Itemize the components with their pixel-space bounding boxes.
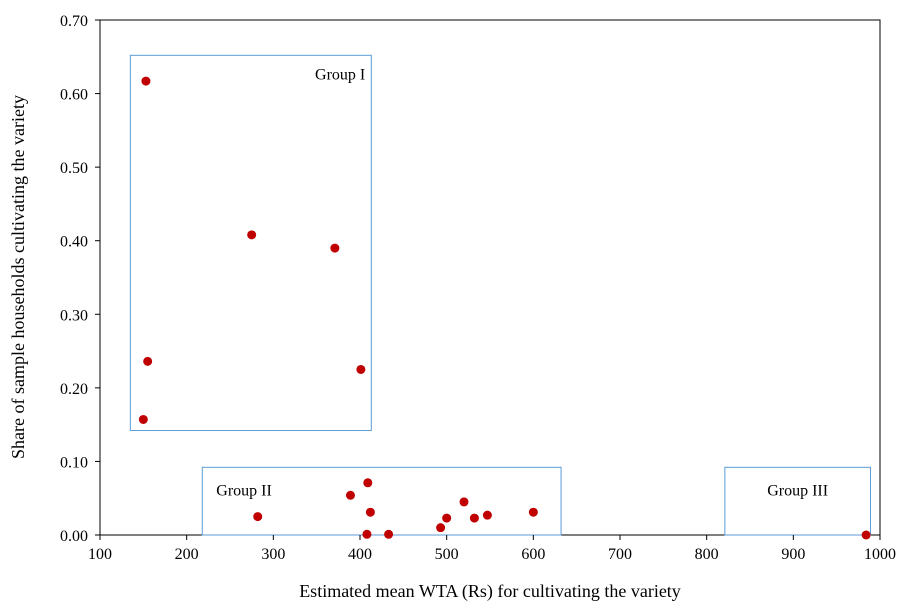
group-box [129,54,372,432]
group-boxes: Group I Group II Group III [129,54,871,536]
group-label: Group III [767,482,828,499]
x-tick-label: 400 [348,546,372,563]
data-point [459,497,469,507]
data-point [528,507,538,517]
y-tick-label: 0.60 [60,87,88,104]
data-point [436,523,446,533]
group-label: Group I [315,66,365,83]
group-box [201,466,562,536]
data-point [143,356,153,366]
data-points [138,76,871,540]
y-tick-label: 0.10 [60,454,88,471]
y-axis-ticks: 0.00 0.10 0.20 0.30 0.40 0.50 0.60 0.70 [60,13,100,545]
y-axis-title: Share of sample households cultivating t… [8,95,28,459]
plot-area-frame [99,19,881,536]
data-point [861,530,871,540]
x-tick-label: 100 [88,546,112,563]
data-point [345,490,355,500]
data-point [384,529,394,539]
y-tick-label: 0.50 [60,160,88,177]
data-point [253,512,263,522]
data-point [362,529,372,539]
data-point [469,513,479,523]
x-tick-label: 300 [261,546,285,563]
data-point [141,76,151,86]
data-point [442,513,452,523]
y-tick-label: 0.20 [60,381,88,398]
x-tick-label: 800 [695,546,719,563]
group-box [724,466,871,536]
data-point [356,364,366,374]
data-point [330,243,340,253]
data-point [365,507,375,517]
data-point [482,510,492,520]
group-label: Group II [216,482,272,499]
y-tick-label: 0.40 [60,234,88,251]
data-point [363,478,373,488]
x-axis-ticks: 100 200 300 400 500 600 700 800 900 1000 [88,535,896,563]
x-tick-label: 200 [175,546,199,563]
x-tick-label: 1000 [864,546,896,563]
y-tick-label: 0.30 [60,307,88,324]
data-point [138,414,148,424]
y-tick-label: 0.70 [60,13,88,30]
y-tick-label: 0.00 [60,528,88,545]
x-tick-label: 900 [781,546,805,563]
x-tick-label: 700 [608,546,632,563]
x-tick-label: 500 [435,546,459,563]
x-axis-title: Estimated mean WTA (Rs) for cultivating … [299,581,681,602]
x-tick-label: 600 [521,546,545,563]
data-point [247,230,257,240]
